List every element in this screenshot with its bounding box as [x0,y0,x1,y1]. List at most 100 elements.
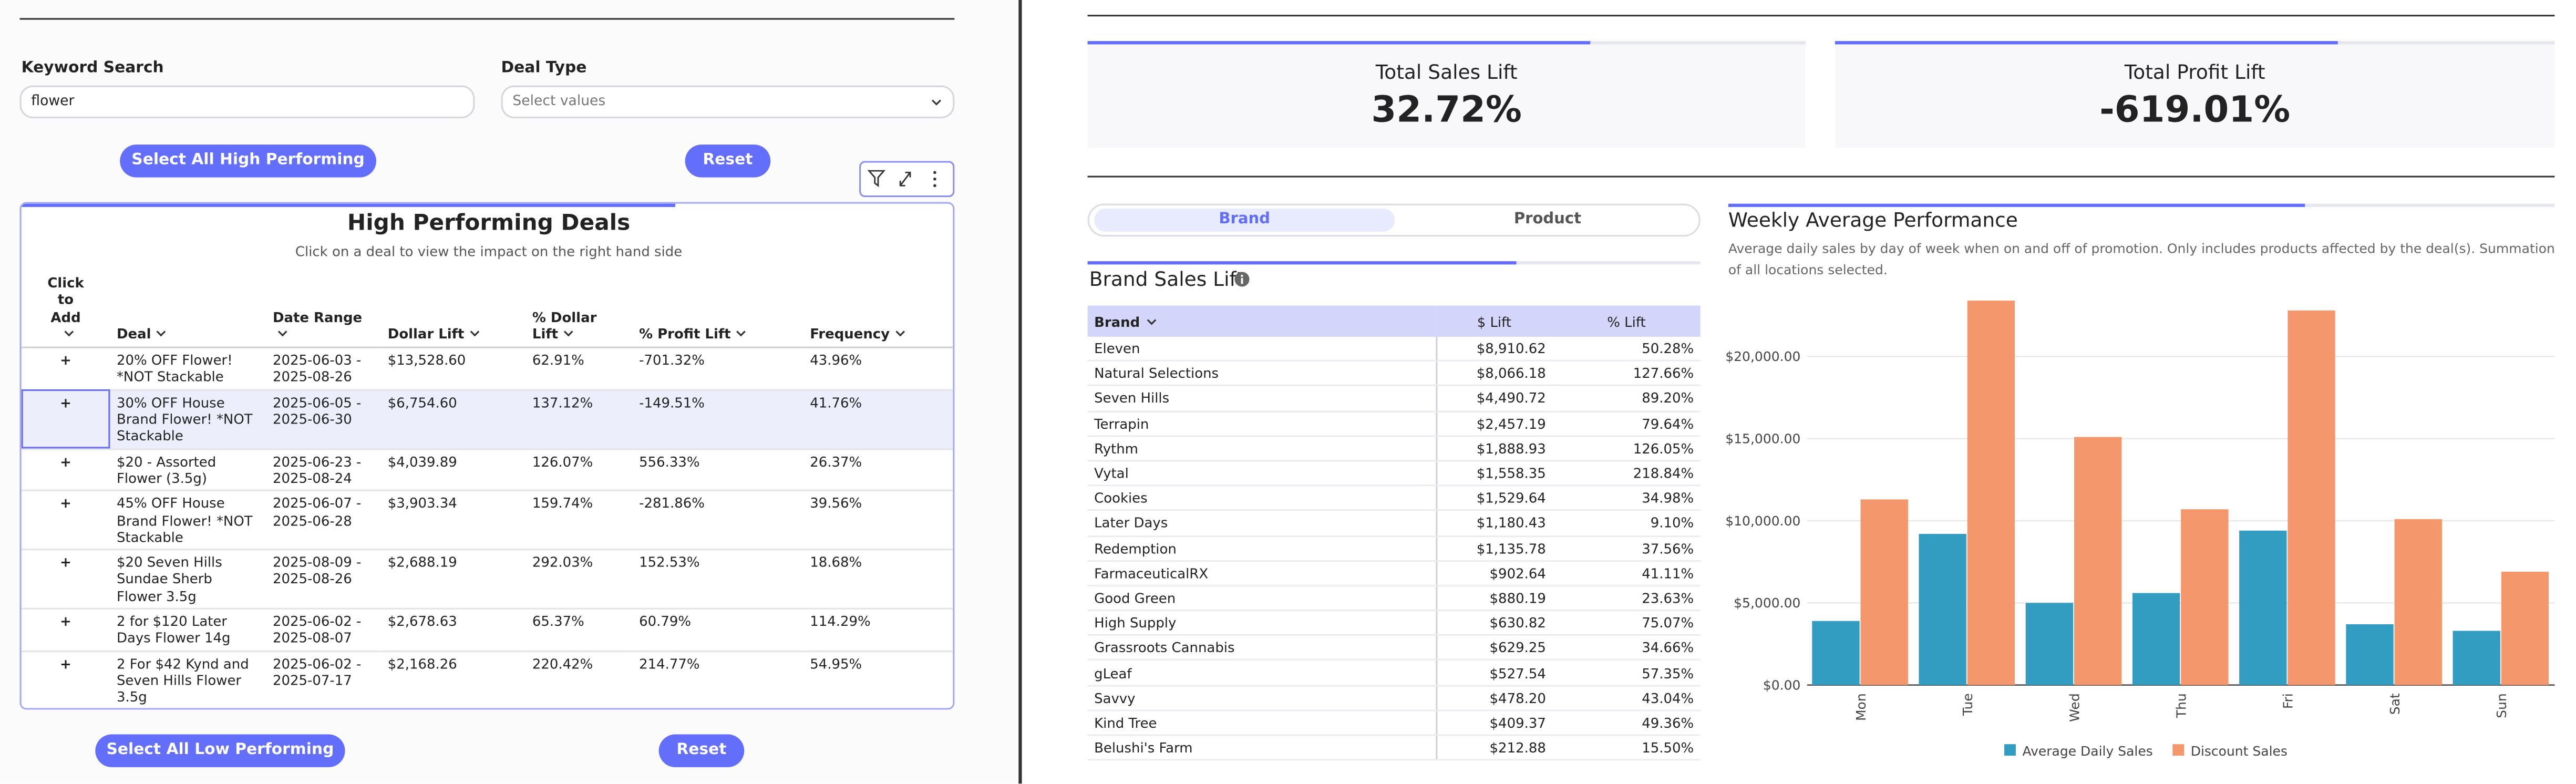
deal-row[interactable]: +2 For $42 Kynd and Seven Hills Flower 3… [21,651,953,708]
y-tick-label: $10,000.00 [1725,513,1800,529]
select-high-button[interactable]: Select All High Performing [120,145,376,178]
column-header[interactable]: Brand [1087,305,1436,337]
cell: $20 Seven Hills Sundae Sherb Flower 3.5g [110,550,266,610]
cell: 126.05% [1552,436,1701,462]
column-header[interactable]: % Lift [1552,305,1701,337]
keyword-value: flower [31,94,75,110]
brand-row[interactable]: Cookies $1,529.64 34.98% [1087,486,1701,512]
brand-row[interactable]: Redemption $1,135.78 37.56% [1087,535,1701,562]
cell: 43.96% [803,347,953,391]
cell: 57.35% [1552,660,1701,686]
column-header[interactable]: % Dollar Lift [525,271,633,349]
column-header[interactable]: % Profit Lift [632,271,803,349]
column-header[interactable]: Deal [110,271,266,349]
cell: $4,490.72 [1436,386,1553,412]
bar [1860,499,1908,685]
legend-marker [2172,744,2185,756]
cell: 2 for $120 Later Days Flower 14g [110,608,266,652]
brand-row[interactable]: Belushi's Farm $212.88 15.50% [1087,735,1701,761]
brand-row[interactable]: Kind Tree $409.37 49.36% [1087,710,1701,736]
column-header[interactable]: Frequency [803,271,953,349]
brand-row[interactable]: Rythm $1,888.93 126.05% [1087,436,1701,462]
cell: 137.12% [525,389,633,450]
column-header[interactable]: $ Lift [1436,305,1553,337]
deal-row[interactable]: +30% OFF House Brand Flower! *NOT Stacka… [21,389,953,450]
cell: Good Green [1087,585,1437,612]
brand-row[interactable]: Savvy $478.20 43.04% [1087,685,1701,711]
cell: Belushi's Farm [1087,735,1437,761]
info-icon[interactable] [1234,271,1250,287]
add-button[interactable]: + [21,491,110,551]
tab-active[interactable]: Brand [1094,209,1395,232]
reset-high-button[interactable]: Reset [685,145,771,178]
cell: $3,903.34 [381,491,526,551]
cell: Redemption [1087,535,1437,562]
brand-row[interactable]: Vytal $1,558.35 218.84% [1087,460,1701,487]
deal-row[interactable]: +20% OFF Flower! *NOT Stackable 2025-06-0… [21,347,953,391]
deal-row[interactable]: +45% OFF House Brand Flower! *NOT Stacka… [21,491,953,551]
bar [2025,603,2074,685]
brand-row[interactable]: Later Days $1,180.43 9.10% [1087,510,1701,537]
brand-row[interactable]: Eleven $8,910.62 50.28% [1087,336,1701,362]
add-button[interactable]: + [21,550,110,610]
menu-icon[interactable] [933,171,936,188]
brand-row[interactable]: gLeaf $527.54 57.35% [1087,660,1701,686]
brand-row[interactable]: Seven Hills $4,490.72 89.20% [1087,386,1701,412]
legend-label: Average Daily Sales [2022,744,2152,759]
cell: $212.88 [1436,735,1553,761]
x-tick-label: Sat [2387,693,2403,715]
tab[interactable]: Product [1513,210,1582,229]
column-header[interactable]: Click to Add [21,271,110,349]
reset-low-button[interactable]: Reset [658,734,745,767]
cell: 26.37% [803,449,953,492]
cell: Grassroots Cannabis [1087,635,1437,662]
brand-row[interactable]: High Supply $630.82 75.07% [1087,610,1701,636]
select-low-button[interactable]: Select All Low Performing [95,734,345,767]
header-text: % Dollar Lift [532,308,597,342]
filter-icon[interactable] [867,170,886,188]
cell: Seven Hills [1087,386,1437,412]
cell: $2,457.19 [1436,410,1553,437]
add-button[interactable]: + [21,449,110,492]
deal-type-select[interactable]: Select values [501,85,955,119]
keyword-label: Keyword Search [21,59,164,77]
deal-row[interactable]: + $20 Seven Hills Sundae Sherb Flower 3.5… [21,550,953,610]
add-button[interactable]: + [21,608,110,652]
brand-row[interactable]: FarmaceuticalRX $902.64 41.11% [1087,560,1701,586]
deals-subtitle: Click on a deal to view the impact on th… [295,243,683,260]
cell: 60.79% [632,608,803,652]
cell: $2,688.19 [381,550,526,610]
cell: Savvy [1087,685,1437,711]
cell: 18.68% [803,550,953,610]
deal-row[interactable]: + $20 - Assorted Flower (3.5g) 2025-06-23 … [21,449,953,492]
cell: $629.25 [1436,635,1553,662]
brand-row[interactable]: Terrapin $2,457.19 79.64% [1087,410,1701,437]
brand-row[interactable]: Good Green $880.19 23.63% [1087,585,1701,612]
cell: $409.37 [1436,710,1553,736]
cell: 49.36% [1552,710,1701,736]
brand-row[interactable]: Natural Selections $8,066.18 127.66% [1087,360,1701,387]
x-tick-label: Wed [2067,693,2082,722]
header-text: % Lift [1607,313,1646,329]
table-head: Click to Add Deal Date Range Dollar Lift % D… [21,271,953,349]
deal-type-label: Deal Type [501,59,587,77]
column-header[interactable]: Dollar Lift [381,271,526,349]
bar [1967,301,2015,685]
cell: 20% OFF Flower! *NOT Stackable [110,347,266,391]
brand-row[interactable]: Grassroots Cannabis $629.25 34.66% [1087,635,1701,662]
deal-row[interactable]: +2 for $120 Later Days Flower 14g 2025-06… [21,608,953,652]
add-button[interactable]: + [21,389,110,450]
progress-bar [1087,261,1517,265]
column-header[interactable]: Date Range [266,271,382,349]
add-button[interactable]: + [21,347,110,391]
cell: 50.28% [1552,336,1701,362]
panel-divider [1018,0,1022,784]
metric-card: Total Sales Lift 32.72% [1087,41,1806,148]
add-button[interactable]: + [21,651,110,708]
expand-icon[interactable] [899,171,911,187]
cell: $1,888.93 [1436,436,1553,462]
x-tick-label: Sun [2494,693,2509,718]
keyword-input[interactable]: flower [19,85,475,119]
cell: $4,039.89 [381,449,526,492]
